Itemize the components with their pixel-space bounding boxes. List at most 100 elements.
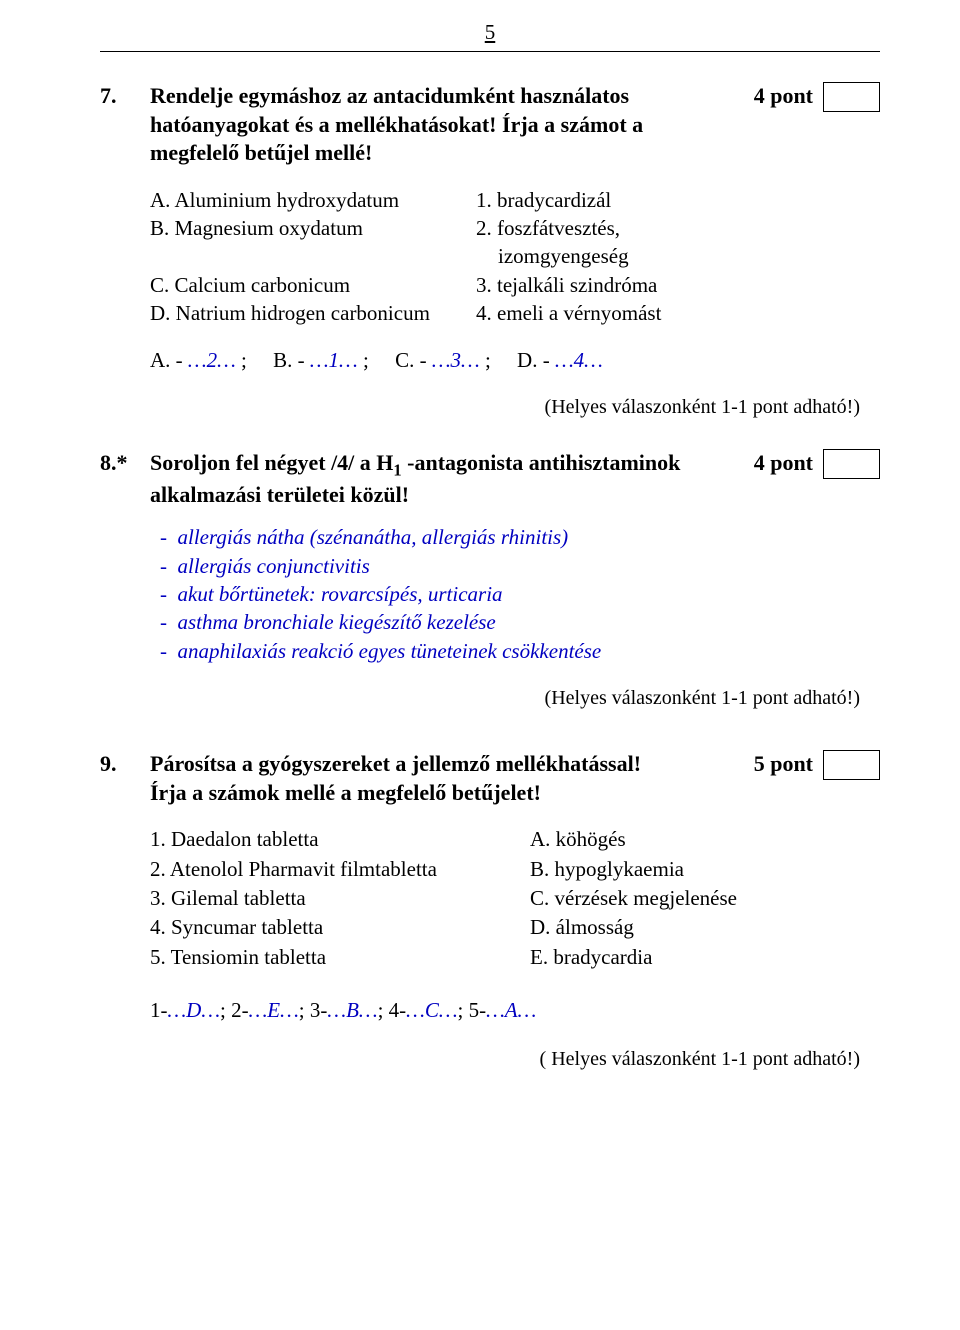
q8-text: Soroljon fel négyet /4/ a H1 -antagonist…: [150, 449, 734, 509]
q9-l5: 5. Tensiomin tabletta: [150, 943, 530, 972]
q7-points-label: 4 pont: [754, 82, 813, 111]
q9-v1: …D…: [168, 998, 221, 1022]
q7-pair-table: A. Aluminium hydroxydatum 1. bradycardiz…: [150, 186, 667, 328]
page-number: 5: [100, 20, 880, 45]
q9-v5: …A…: [486, 998, 536, 1022]
q7-sep1: ;: [241, 348, 247, 372]
top-rule: [100, 51, 880, 52]
q7-d-left: D. Natrium hidrogen carbonicum: [150, 299, 476, 327]
q7-number: 7.: [100, 82, 150, 111]
q9-points-wrap: 5 pont: [754, 750, 880, 780]
list-item: - allergiás nátha (szénanátha, allergiás…: [150, 523, 880, 551]
q7-b-right2: izomgyengeség: [476, 242, 667, 270]
q9-r2: B. hypoglykaemia: [530, 855, 880, 884]
table-row: A. Aluminium hydroxydatum 1. bradycardiz…: [150, 186, 667, 214]
q8-ans-4: anaphilaxiás reakció egyes tüneteinek cs…: [178, 639, 602, 663]
list-item: - anaphilaxiás reakció egyes tüneteinek …: [150, 637, 880, 665]
q8-ans-3: asthma bronchiale kiegészítő kezelése: [178, 610, 496, 634]
q7-b-left-empty: [150, 242, 476, 270]
table-row: D. Natrium hidrogen carbonicum 4. emeli …: [150, 299, 667, 327]
q8-text-sub: 1: [393, 460, 401, 479]
q9-body: 1. Daedalon tablettaA. köhögés 2. Atenol…: [150, 825, 880, 1025]
q8-text-1b: -antagonista antihisztaminok: [402, 450, 681, 475]
q9-r4: D. álmosság: [530, 913, 880, 942]
q9-l2: 2. Atenolol Pharmavit filmtabletta: [150, 855, 530, 884]
q9-text-2: Írja a számok mellé a megfelelő betűjele…: [150, 780, 541, 805]
table-row: 4. Syncumar tablettaD. álmosság: [150, 913, 880, 942]
q8-note: (Helyes válaszonként 1-1 pont adható!): [100, 687, 860, 710]
q9-p4: 4-: [389, 998, 407, 1022]
q9-r3: C. vérzések megjelenése: [530, 884, 880, 913]
q9-l3: 3. Gilemal tabletta: [150, 884, 530, 913]
q7-text-line2: hatóanyagokat és a mellékhatásokat! Írja…: [150, 112, 643, 137]
list-item: - asthma bronchiale kiegészítő kezelése: [150, 608, 880, 636]
q8-ans-2: akut bőrtünetek: rovarcsípés, urticaria: [178, 582, 503, 606]
q7-ans-d-val: …4…: [555, 348, 603, 372]
q7-sep2: ;: [363, 348, 369, 372]
question-7: 7. Rendelje egymáshoz az antacidumként h…: [100, 82, 880, 419]
q7-c-right: 3. tejalkáli szindróma: [476, 271, 667, 299]
q7-text: Rendelje egymáshoz az antacidumként hasz…: [150, 82, 734, 168]
table-row: 2. Atenolol Pharmavit filmtablettaB. hyp…: [150, 855, 880, 884]
table-row: B. Magnesium oxydatum 2. foszfátvesztés,: [150, 214, 667, 242]
q8-heading: 8.* Soroljon fel négyet /4/ a H1 -antago…: [100, 449, 880, 509]
q9-text: Párosítsa a gyógyszereket a jellemző mel…: [150, 750, 734, 807]
q9-r1: A. köhögés: [530, 825, 880, 854]
list-item: - akut bőrtünetek: rovarcsípés, urticari…: [150, 580, 880, 608]
question-8: 8.* Soroljon fel négyet /4/ a H1 -antago…: [100, 449, 880, 710]
q7-ans-a-lbl: A. -: [150, 348, 183, 372]
q8-answers: - allergiás nátha (szénanátha, allergiás…: [150, 523, 880, 665]
table-row: 1. Daedalon tablettaA. köhögés: [150, 825, 880, 854]
q9-text-1: Párosítsa a gyógyszereket a jellemző mel…: [150, 751, 641, 776]
q9-p5: 5-: [469, 998, 487, 1022]
q8-ans-1: allergiás conjunctivitis: [178, 554, 370, 578]
q7-points-box: [823, 82, 880, 112]
q9-p3: 3-: [310, 998, 328, 1022]
q8-points-box: [823, 449, 880, 479]
q9-heading: 9. Párosítsa a gyógyszereket a jellemző …: [100, 750, 880, 807]
q7-ans-c-val: …3…: [432, 348, 480, 372]
q7-d-right: 4. emeli a vérnyomást: [476, 299, 667, 327]
q8-ans-0: allergiás nátha (szénanátha, allergiás r…: [178, 525, 569, 549]
q7-b-left: B. Magnesium oxydatum: [150, 214, 476, 242]
page-container: 5 7. Rendelje egymáshoz az antacidumként…: [0, 0, 960, 1330]
q9-points-box: [823, 750, 880, 780]
q7-sep3: ;: [485, 348, 491, 372]
q8-text-2: alkalmazási területei közül!: [150, 482, 409, 507]
question-9: 9. Párosítsa a gyógyszereket a jellemző …: [100, 750, 880, 1071]
q8-text-1a: Soroljon fel négyet /4/ a H: [150, 450, 393, 475]
q9-v3: …B…: [327, 998, 377, 1022]
q9-s3: ;: [378, 998, 384, 1022]
q7-heading: 7. Rendelje egymáshoz az antacidumként h…: [100, 82, 880, 168]
q7-answers: A. - …2… ; B. - …1… ; C. - …3… ; D. - …4…: [150, 346, 880, 374]
q8-points-label: 4 pont: [754, 449, 813, 478]
q9-note: ( Helyes válaszonként 1-1 pont adható!): [100, 1048, 860, 1071]
q7-b-right: 2. foszfátvesztés,: [476, 214, 667, 242]
list-item: - allergiás conjunctivitis: [150, 552, 880, 580]
table-row: 3. Gilemal tablettaC. vérzések megjelené…: [150, 884, 880, 913]
q7-text-line1: Rendelje egymáshoz az antacidumként hasz…: [150, 83, 629, 108]
q7-body: A. Aluminium hydroxydatum 1. bradycardiz…: [150, 186, 880, 374]
q9-points-label: 5 pont: [754, 750, 813, 779]
table-row: 5. Tensiomin tablettaE. bradycardia: [150, 943, 880, 972]
q9-v2: …E…: [249, 998, 299, 1022]
q9-l4: 4. Syncumar tabletta: [150, 913, 530, 942]
q9-p1: 1-: [150, 998, 168, 1022]
q8-number: 8.*: [100, 449, 150, 478]
q9-s2: ;: [299, 998, 305, 1022]
q7-points-wrap: 4 pont: [754, 82, 880, 112]
table-row: C. Calcium carbonicum 3. tejalkáli szind…: [150, 271, 667, 299]
q9-l1: 1. Daedalon tabletta: [150, 825, 530, 854]
q8-points-wrap: 4 pont: [754, 449, 880, 479]
q9-answers: 1-…D…; 2-…E…; 3-…B…; 4-…C…; 5-…A…: [150, 996, 880, 1025]
q9-number: 9.: [100, 750, 150, 779]
q9-s4: ;: [458, 998, 464, 1022]
q7-c-left: C. Calcium carbonicum: [150, 271, 476, 299]
q7-ans-b-lbl: B. -: [273, 348, 305, 372]
q7-ans-b-val: …1…: [310, 348, 358, 372]
q9-p2: 2-: [231, 998, 249, 1022]
q7-ans-c-lbl: C. -: [395, 348, 427, 372]
q7-ans-a-val: …2…: [188, 348, 236, 372]
table-row: izomgyengeség: [150, 242, 667, 270]
q9-r5: E. bradycardia: [530, 943, 880, 972]
